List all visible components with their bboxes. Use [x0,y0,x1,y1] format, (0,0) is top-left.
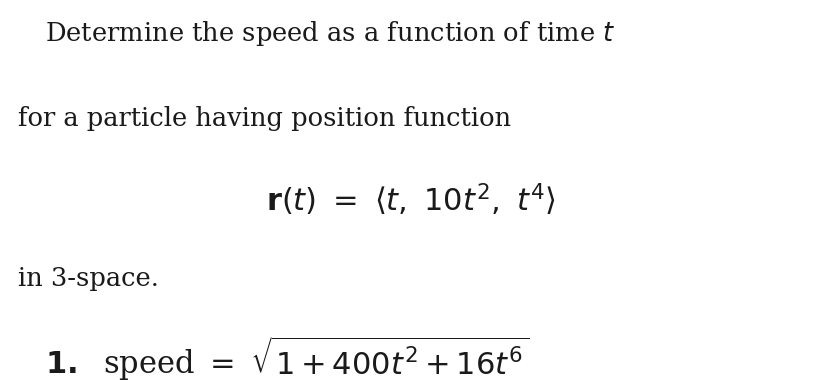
Text: for a particle having position function: for a particle having position function [18,106,511,131]
Text: Determine the speed as a function of time $t$: Determine the speed as a function of tim… [45,19,616,48]
Text: $\mathbf{1.}$  speed $= \ \sqrt{1 + 400t^2 + 16t^6}$: $\mathbf{1.}$ speed $= \ \sqrt{1 + 400t^… [45,334,529,380]
Text: $\mathbf{r}(t)\ =\ \langle t,\ 10t^2,\ t^4\rangle$: $\mathbf{r}(t)\ =\ \langle t,\ 10t^2,\ t… [266,182,556,219]
Text: in 3-space.: in 3-space. [18,266,159,291]
